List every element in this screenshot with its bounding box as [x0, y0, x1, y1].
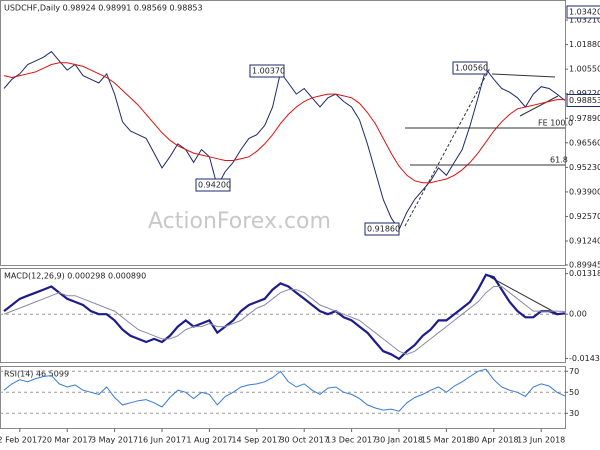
x-tick-label: 30 Oct 2017 [279, 436, 328, 445]
y-tick-label: 0.96560 [569, 138, 600, 147]
x-tick-label: 1 Aug 2017 [186, 436, 232, 445]
price-title: USDCHF,Daily 0.98924 0.98991 0.98569 0.9… [4, 4, 203, 13]
x-tick-label: 13 Dec 2017 [326, 436, 377, 445]
y-tick-label: 70 [569, 367, 579, 376]
macd-title: MACD(12,26,9) 0.000298 0.000890 [4, 272, 146, 281]
x-tick-label: 20 Mar 2017 [42, 436, 93, 445]
x-tick-label: 30 Apr 2018 [469, 436, 518, 445]
fibo-label: 61.8 [550, 156, 568, 165]
trend-line [404, 67, 491, 227]
price-label-box [364, 222, 400, 236]
macd-panel [0, 268, 566, 363]
price-label-box [195, 178, 231, 192]
y-tick-label: 0.00 [569, 310, 587, 319]
rsi-panel [0, 366, 566, 429]
series-line [3, 273, 566, 361]
price-label-box [566, 93, 600, 107]
watermark: ActionForex.com [148, 209, 331, 234]
x-tick-label: 16 Jun 2017 [138, 436, 186, 445]
y-tick-label: 0.92570 [569, 212, 600, 221]
x-tick-label: 14 Sep 2017 [231, 436, 282, 445]
y-tick-label: 0.99220 [569, 89, 600, 98]
x-tick-label: 30 Jan 2018 [375, 436, 423, 445]
y-tick-label: 0.97890 [569, 114, 600, 123]
triangle-bottom [519, 95, 559, 117]
series-line [3, 50, 566, 231]
y-tick-label: 30 [569, 409, 579, 418]
series-line [3, 368, 566, 412]
y-tick-label: 0.013184 [569, 269, 600, 278]
price-label: 0.98853 [569, 96, 600, 105]
rsi-title: RSI(14) 46.5099 [4, 370, 69, 379]
x-tick-label: 3 May 2017 [91, 436, 138, 445]
price-label: 0.94200 [198, 181, 231, 190]
x-tick-label: 13 Jun 2018 [517, 436, 565, 445]
y-tick-label: 1.01880 [569, 40, 600, 49]
y-tick-label: 0.95230 [569, 163, 600, 172]
y-tick-label: -0.014339 [569, 354, 600, 363]
x-tick-label: 15 Mar 2018 [421, 436, 472, 445]
series-line [3, 286, 565, 355]
y-tick-label: 1.03210 [569, 16, 600, 25]
series-line [3, 62, 565, 184]
price-label: 1.00370 [252, 67, 285, 76]
price-label-box [452, 61, 488, 75]
price-panel [0, 0, 566, 266]
macd-trend-line [489, 276, 559, 315]
y-tick-label: 50 [569, 388, 579, 397]
fibo-label: FE 100.0 [538, 119, 573, 128]
y-tick-label: 1.00550 [569, 65, 600, 74]
triangle-top [491, 73, 556, 78]
price-label: 0.91860 [367, 225, 400, 234]
y-tick-label: 0.91240 [569, 237, 600, 246]
y-tick-label: 0.89945 [569, 260, 600, 269]
price-label-box [566, 5, 600, 19]
price-label: 1.03420 [569, 8, 600, 17]
price-label: 1.00560 [455, 64, 488, 73]
y-tick-label: 0.93900 [569, 187, 600, 196]
x-tick-label: 2 Feb 2017 [0, 436, 42, 445]
price-label-box [249, 64, 285, 78]
